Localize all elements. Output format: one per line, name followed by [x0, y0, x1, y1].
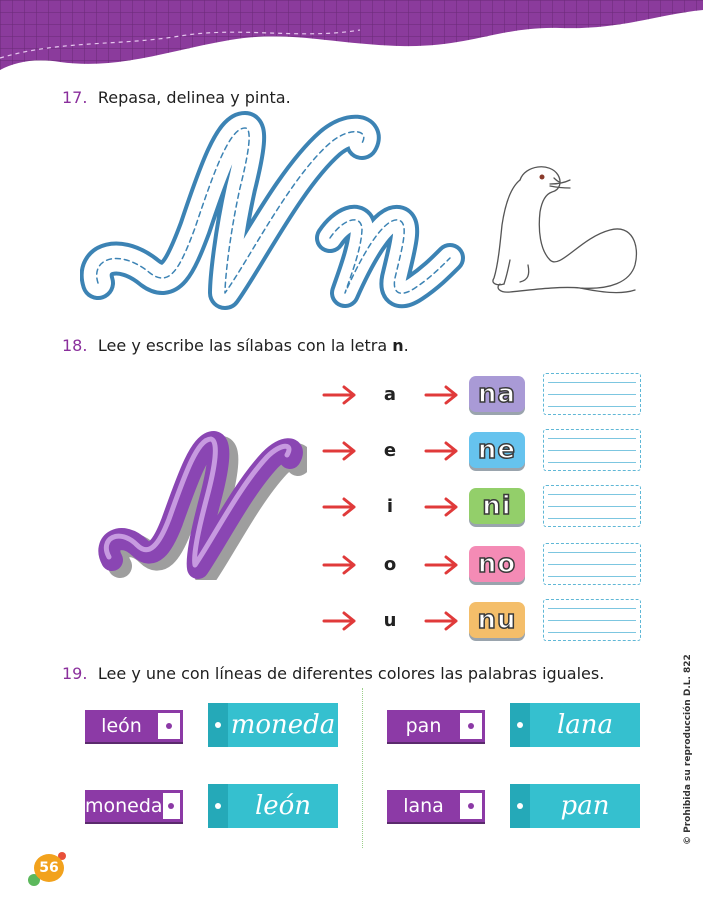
connect-point[interactable]: [208, 784, 228, 828]
vowel-label: i: [386, 496, 394, 517]
connect-point[interactable]: [208, 703, 228, 747]
dot: [166, 723, 172, 729]
writing-box[interactable]: [543, 373, 641, 415]
writing-guide-line: [548, 518, 636, 519]
question-text: Lee y escribe las sílabas con la letra n…: [98, 336, 409, 355]
writing-guide-line: [548, 576, 636, 577]
question-17-header: 17. Repasa, delinea y pinta.: [62, 88, 291, 108]
question-19-header: 19. Lee y une con líneas de diferentes c…: [62, 664, 604, 684]
connect-point[interactable]: [460, 793, 482, 819]
dot: [215, 803, 221, 809]
copyright-side-text: © Prohibida su reproducción D.L. 822: [683, 654, 693, 845]
vowel-label: a: [383, 384, 397, 405]
word-label: león: [101, 715, 142, 737]
arrow-right-icon: [322, 441, 358, 466]
writing-guide-line: [548, 506, 636, 507]
arrow-right-icon: [322, 611, 358, 636]
writing-guide-line: [548, 462, 636, 463]
writing-guide-line: [548, 450, 636, 451]
dot: [517, 722, 523, 728]
vowel-label: o: [383, 554, 397, 575]
word-label: lana: [556, 710, 614, 740]
arrow-right-icon: [424, 611, 460, 636]
arrow-right-icon: [424, 385, 460, 410]
arrow-right-icon: [424, 555, 460, 580]
word-tag-cursive[interactable]: lana: [510, 703, 640, 747]
question-number: 18.: [62, 336, 88, 355]
connect-point[interactable]: [510, 784, 530, 828]
word-label: lana: [403, 795, 444, 817]
syllable-box: nu: [469, 602, 525, 638]
word-tag-cursive[interactable]: león: [208, 784, 338, 828]
word-label: león: [254, 791, 312, 821]
purple-cursive-n: [98, 431, 307, 580]
header-wave: [0, 0, 703, 70]
writing-guide-line: [548, 406, 636, 407]
word-tag-print[interactable]: lana: [387, 790, 485, 822]
arrow-right-icon: [424, 497, 460, 522]
dot: [468, 723, 474, 729]
syllable-box: ni: [469, 488, 525, 524]
badge-dot-red: [58, 852, 66, 860]
connect-point[interactable]: [162, 793, 180, 819]
writing-box[interactable]: [543, 543, 641, 585]
question-text: Repasa, delinea y pinta.: [97, 88, 291, 107]
word-label: moneda: [230, 710, 336, 740]
word-tag-print[interactable]: león: [85, 710, 183, 742]
syllable-box: no: [469, 546, 525, 582]
word-label: pan: [560, 791, 610, 821]
word-label: moneda: [85, 795, 163, 817]
syllable-text: nu: [477, 604, 517, 636]
tracing-letters-n[interactable]: [80, 108, 470, 323]
page-number: 56: [34, 854, 64, 882]
writing-guide-line: [548, 620, 636, 621]
syllable-text: na: [477, 378, 517, 410]
word-tag-print[interactable]: moneda: [85, 790, 183, 822]
writing-box[interactable]: [543, 599, 641, 641]
question-text-end: .: [403, 336, 409, 355]
divider: [362, 688, 363, 848]
writing-box[interactable]: [543, 429, 641, 471]
arrow-right-icon: [322, 385, 358, 410]
connect-point[interactable]: [510, 703, 530, 747]
arrow-right-icon: [424, 441, 460, 466]
dot: [168, 803, 175, 809]
writing-guide-line: [548, 552, 636, 553]
connect-point[interactable]: [460, 713, 482, 739]
syllable-text: no: [477, 548, 517, 580]
question-text: Lee y une con líneas de diferentes color…: [97, 664, 605, 683]
otter-drawing[interactable]: [480, 160, 645, 305]
arrow-right-icon: [322, 497, 358, 522]
syllable-text: ne: [477, 434, 517, 466]
writing-guide-line: [548, 494, 636, 495]
writing-box[interactable]: [543, 485, 641, 527]
vowel-label: u: [383, 610, 397, 631]
question-text-bold: n: [392, 336, 404, 355]
word-tag-cursive[interactable]: pan: [510, 784, 640, 828]
writing-guide-line: [548, 394, 636, 395]
dot: [468, 803, 474, 809]
writing-guide-line: [548, 438, 636, 439]
question-number: 19.: [62, 664, 88, 683]
connect-point[interactable]: [158, 713, 180, 739]
dot: [215, 722, 221, 728]
word-tag-cursive[interactable]: moneda: [208, 703, 338, 747]
question-text-part: Lee y escribe las sílabas con la letra: [97, 336, 393, 355]
question-number: 17.: [62, 88, 88, 107]
question-18-header: 18. Lee y escribe las sílabas con la let…: [62, 336, 409, 356]
writing-guide-line: [548, 632, 636, 633]
word-tag-print[interactable]: pan: [387, 710, 485, 742]
writing-guide-line: [548, 608, 636, 609]
syllable-text: ni: [482, 490, 512, 522]
dot: [517, 803, 523, 809]
word-label: pan: [405, 715, 442, 737]
vowel-label: e: [383, 440, 397, 461]
page-number-badge: 56: [28, 852, 68, 888]
writing-guide-line: [548, 564, 636, 565]
syllable-box: ne: [469, 432, 525, 468]
syllable-box: na: [469, 376, 525, 412]
arrow-right-icon: [322, 555, 358, 580]
writing-guide-line: [548, 382, 636, 383]
